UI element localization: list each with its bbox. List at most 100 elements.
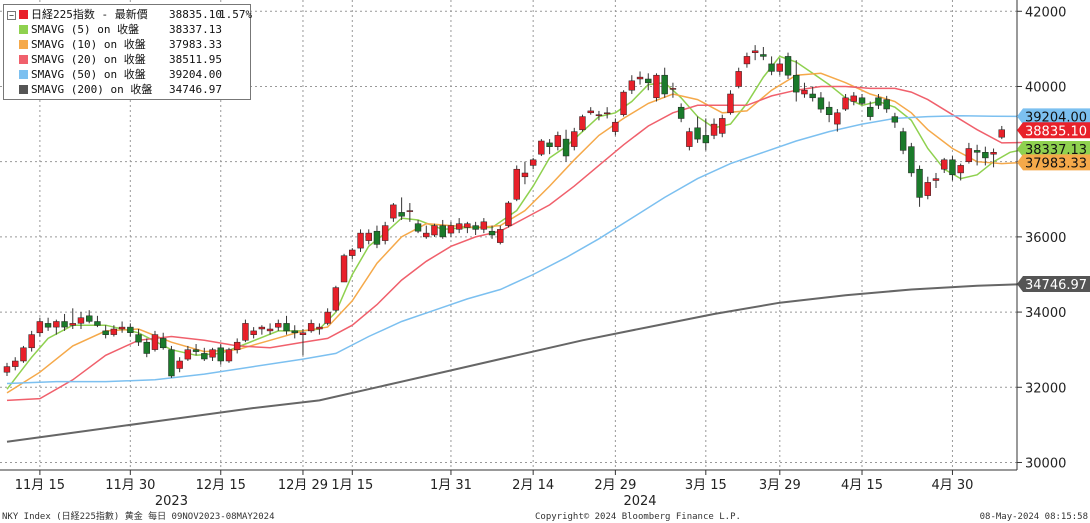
legend-label: SMAVG (20) on 收盤 bbox=[31, 53, 146, 66]
x-tick-label: 1月 31 bbox=[430, 478, 472, 493]
legend-value: 39204.00 bbox=[169, 68, 222, 81]
candle-body bbox=[316, 326, 323, 330]
candle-body bbox=[702, 135, 710, 144]
candle-body bbox=[858, 97, 866, 104]
candlesticks bbox=[3, 45, 1005, 378]
candle-body bbox=[867, 106, 874, 117]
legend-item-sma200[interactable]: SMAVG (200) on 收盤 34746.97 bbox=[7, 82, 247, 97]
candle-body bbox=[439, 225, 446, 238]
legend-change: 1.57% bbox=[219, 8, 253, 21]
candle-body bbox=[924, 182, 931, 196]
legend-item-nky[interactable]: − 日経225指数 - 最新價 38835.10 1.57% bbox=[7, 7, 252, 22]
candle-body bbox=[20, 347, 27, 362]
candle-body bbox=[110, 328, 118, 335]
candle-body bbox=[636, 76, 644, 80]
legend-item-sma50[interactable]: SMAVG (50) on 收盤 39204.00 bbox=[7, 67, 247, 82]
x-tick-label: 2月 14 bbox=[512, 478, 554, 493]
footer-timestamp: 08-May-2024 08:15:58 bbox=[980, 512, 1088, 522]
axes: 30000 32000 34000 36000 40000 42000 11月 15 11月 … bbox=[0, 0, 1066, 509]
candle-body bbox=[562, 138, 570, 157]
price-tag bbox=[1017, 275, 1090, 292]
candle-body bbox=[571, 131, 578, 147]
candle-body bbox=[464, 223, 471, 228]
candle-body bbox=[595, 114, 603, 116]
x-tick-label: 4月 15 bbox=[841, 478, 883, 493]
x-year-label: 2023 bbox=[155, 494, 188, 509]
candle-body bbox=[653, 74, 660, 99]
candle-body bbox=[743, 56, 751, 65]
candle-body bbox=[916, 168, 923, 198]
candle-body bbox=[505, 202, 512, 226]
candle-body bbox=[472, 225, 479, 230]
candle-body bbox=[850, 95, 857, 102]
candle-body bbox=[242, 323, 249, 341]
candle-body bbox=[3, 366, 11, 373]
series-line-smavg50 bbox=[6, 115, 1027, 385]
candle-body bbox=[620, 91, 627, 115]
footer-left: NKY Index (日経225指數) 黄金 每日 09NOV2023-08MA… bbox=[2, 510, 274, 522]
candle-body bbox=[546, 142, 553, 147]
candle-body bbox=[809, 93, 816, 99]
candle-body bbox=[661, 74, 668, 95]
legend-item-sma20[interactable]: SMAVG (20) on 收盤 38511.95 bbox=[7, 52, 247, 67]
candle-body bbox=[36, 321, 44, 334]
candle-body bbox=[990, 152, 997, 155]
candle-body bbox=[497, 229, 504, 243]
candle-body bbox=[768, 63, 775, 72]
candle-body bbox=[233, 341, 241, 350]
legend-swatch bbox=[19, 70, 28, 79]
candle-body bbox=[390, 204, 397, 219]
price-tag-label: 37983.33 bbox=[1025, 156, 1087, 171]
series-line-smavg200 bbox=[6, 283, 1027, 443]
x-tick-label: 11月 30 bbox=[105, 478, 155, 493]
candle-body bbox=[801, 89, 808, 95]
candle-body bbox=[579, 116, 586, 131]
candle-body bbox=[603, 112, 611, 115]
candle-body bbox=[875, 97, 882, 106]
x-tick-label: 3月 29 bbox=[759, 478, 801, 493]
candle-body bbox=[225, 349, 233, 362]
candle-body bbox=[694, 127, 701, 140]
candle-body bbox=[982, 152, 989, 159]
candle-body bbox=[529, 159, 537, 166]
candle-body bbox=[719, 118, 726, 134]
candle-body bbox=[192, 349, 200, 352]
candle-body bbox=[554, 135, 562, 147]
candle-body bbox=[973, 150, 981, 153]
legend-value: 38337.13 bbox=[169, 23, 222, 36]
candle-body bbox=[61, 321, 68, 328]
y-tick-label: 30000 bbox=[1025, 456, 1066, 471]
candle-body bbox=[645, 78, 652, 84]
candle-body bbox=[44, 323, 52, 328]
moving-average-lines bbox=[6, 55, 1027, 443]
grid-lines bbox=[0, 0, 1017, 470]
candle-body bbox=[209, 349, 216, 358]
price-tag bbox=[1017, 141, 1090, 158]
candle-body bbox=[168, 349, 175, 377]
candle-body bbox=[307, 323, 315, 332]
candle-body bbox=[77, 317, 85, 324]
candle-body bbox=[184, 349, 192, 360]
legend-item-sma5[interactable]: SMAVG (5) on 收盤 38337.13 bbox=[7, 22, 247, 37]
x-tick-label: 4月 30 bbox=[931, 478, 973, 493]
x-tick-label: 12月 15 bbox=[196, 478, 246, 493]
candle-body bbox=[513, 168, 520, 200]
candle-body bbox=[431, 225, 438, 236]
legend-swatch bbox=[19, 40, 28, 49]
candle-body bbox=[406, 210, 414, 212]
candle-body bbox=[398, 212, 405, 217]
candle-body bbox=[793, 74, 800, 93]
collapse-icon[interactable]: − bbox=[7, 11, 16, 20]
candle-body bbox=[727, 93, 734, 114]
y-tick-label: 34000 bbox=[1025, 306, 1066, 321]
candle-body bbox=[998, 129, 1005, 138]
price-tag bbox=[1017, 108, 1090, 125]
y-tick-label: 36000 bbox=[1025, 231, 1066, 246]
legend-item-sma10[interactable]: SMAVG (10) on 收盤 37983.33 bbox=[7, 37, 247, 52]
candle-body bbox=[423, 232, 430, 238]
series-line-smavg20 bbox=[6, 85, 1027, 402]
candle-body bbox=[751, 50, 759, 53]
candle-body bbox=[53, 321, 60, 328]
